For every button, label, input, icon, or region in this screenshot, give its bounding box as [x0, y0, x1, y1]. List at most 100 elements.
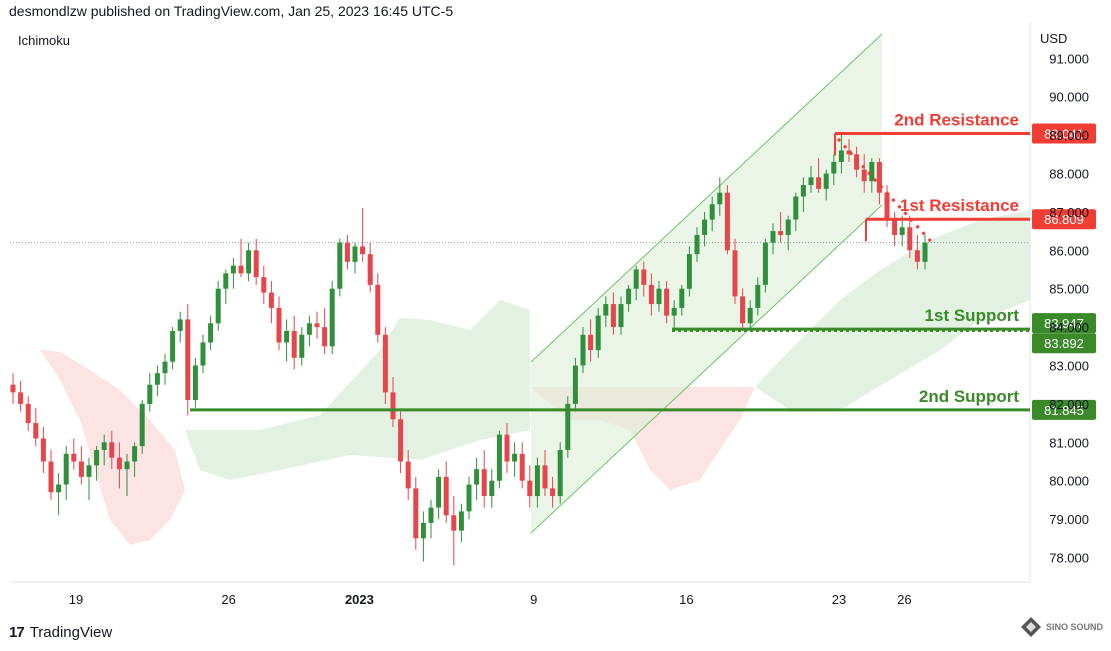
candle [580, 327, 586, 374]
candle-body [40, 438, 46, 462]
candle-body [253, 250, 259, 278]
level-label: 1st Resistance [900, 196, 1019, 215]
candle [914, 234, 920, 270]
y-tick-label: 89.000 [1049, 128, 1089, 143]
candle-body [200, 342, 206, 366]
candle-body [572, 365, 578, 404]
candle [770, 223, 776, 255]
indicator-label[interactable]: Ichimoku [18, 33, 71, 48]
candle [208, 315, 214, 351]
candle-body [778, 231, 784, 235]
candle-body [922, 242, 928, 262]
candle-body [185, 319, 191, 401]
candle-body [101, 442, 107, 450]
candle [527, 465, 533, 508]
x-tick-label: 26 [221, 592, 235, 607]
candle-body [86, 465, 92, 477]
candle [861, 154, 867, 193]
candle [185, 304, 191, 416]
candle-body [610, 304, 616, 328]
candle-body [823, 173, 829, 189]
candle [33, 407, 39, 447]
candle-body [466, 484, 472, 512]
candle [261, 265, 267, 305]
candle-body [892, 219, 898, 235]
candle-body [420, 522, 426, 539]
candle [375, 273, 381, 343]
candle [344, 234, 350, 270]
candle-body [261, 277, 267, 293]
candle [474, 457, 480, 500]
price-tag-label: 89.041 [1044, 127, 1084, 142]
tradingview-logo[interactable]: 17 TradingView [9, 624, 112, 641]
candle-body [512, 453, 518, 462]
candle-body [679, 288, 685, 308]
candle [367, 242, 373, 293]
candle [390, 377, 396, 427]
candle [299, 327, 305, 366]
candle-body [694, 234, 700, 255]
candle-body [747, 307, 753, 324]
candle-body [800, 185, 806, 197]
candle [740, 288, 746, 331]
candle [428, 499, 434, 539]
level-2nd-support: 2nd Support 81.845 [190, 387, 1096, 420]
candle [755, 277, 761, 316]
y-tick-label: 83.000 [1049, 359, 1089, 374]
price-tag [1032, 313, 1096, 334]
candle-body [474, 469, 480, 485]
level-label: 2nd Resistance [894, 111, 1019, 130]
candle [481, 449, 487, 508]
chart-frame [10, 22, 1031, 583]
candle [702, 211, 708, 247]
candle-body [884, 192, 890, 220]
candle [823, 169, 829, 201]
candle [808, 165, 814, 193]
candle-body [907, 227, 913, 251]
x-tick-label: 26 [897, 592, 911, 607]
currency-label: USD [1040, 31, 1068, 46]
candle [329, 281, 335, 354]
candle-body [124, 461, 130, 470]
candle [831, 154, 837, 186]
candle [565, 396, 571, 458]
candle [291, 315, 297, 370]
candle-body [116, 457, 122, 470]
candle [71, 438, 77, 470]
candle-body [504, 434, 510, 462]
candle-body [724, 192, 730, 251]
candle-body [496, 434, 502, 481]
candle [420, 511, 426, 562]
candle [360, 208, 366, 262]
level-label: 2nd Support [919, 387, 1019, 406]
candle-body [223, 273, 229, 289]
candle-body [481, 469, 487, 497]
candle-body [192, 365, 198, 401]
candle-body [603, 304, 609, 316]
candle [124, 453, 130, 497]
candle [322, 307, 328, 354]
candle [398, 411, 404, 474]
candle-body [519, 453, 525, 481]
candle [215, 281, 221, 331]
candle [253, 238, 259, 285]
candle [838, 135, 844, 174]
tradingview-brand: TradingView [29, 624, 113, 641]
x-tick-label: 16 [679, 592, 693, 607]
candle-body [762, 242, 768, 285]
candle-body [276, 307, 282, 343]
candle [504, 423, 510, 474]
candle [656, 281, 662, 312]
sino-sound-watermark: SINO SOUND [1020, 616, 1103, 638]
y-tick-label: 80.000 [1049, 474, 1089, 489]
candle-body [337, 242, 343, 289]
x-tick-label: 9 [530, 592, 537, 607]
candle-body [443, 476, 449, 516]
y-tick-label: 86.000 [1049, 243, 1089, 258]
watermark-text: SINO SOUND [1045, 622, 1103, 632]
candle-body [78, 461, 84, 477]
y-tick-label: 81.000 [1049, 435, 1089, 450]
candle-body [299, 334, 305, 358]
y-tick-label: 78.000 [1049, 551, 1089, 566]
